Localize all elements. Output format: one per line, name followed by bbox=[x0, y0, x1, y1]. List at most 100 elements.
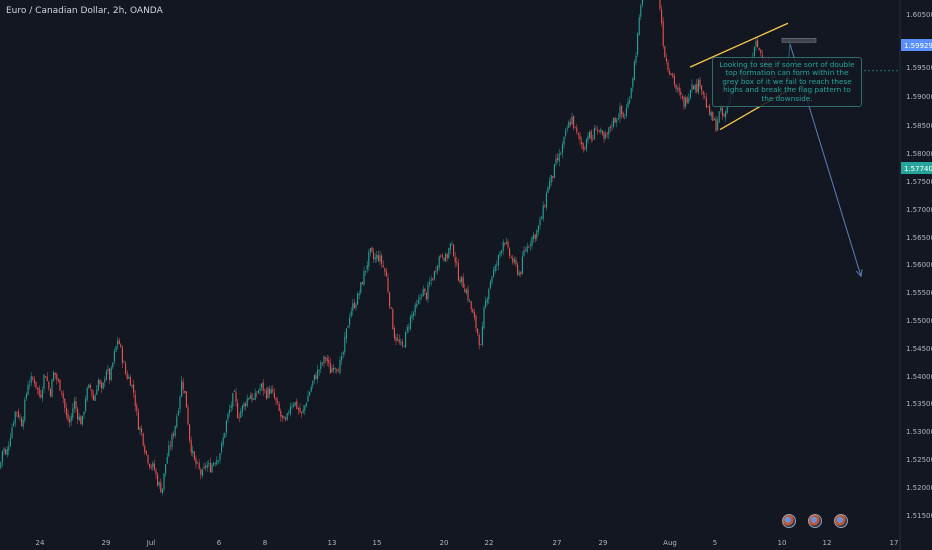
candle-body bbox=[293, 404, 295, 407]
candle-body bbox=[403, 346, 405, 347]
candle bbox=[149, 463, 151, 470]
candle-body bbox=[102, 382, 104, 389]
candle-body bbox=[632, 78, 634, 88]
candle-body bbox=[57, 379, 59, 382]
candle-body bbox=[5, 449, 7, 454]
candle-body bbox=[141, 428, 143, 433]
candle-body bbox=[680, 91, 682, 95]
candle-body bbox=[638, 17, 640, 35]
candle bbox=[131, 384, 133, 389]
candle-body bbox=[43, 374, 45, 389]
candles bbox=[0, 0, 776, 496]
candle-body bbox=[13, 422, 15, 426]
candle-body bbox=[437, 266, 439, 271]
candle-body bbox=[432, 278, 434, 281]
candle bbox=[723, 113, 725, 118]
candle bbox=[62, 390, 64, 404]
avatar-icon[interactable] bbox=[808, 514, 822, 528]
candle bbox=[125, 361, 127, 376]
candle bbox=[379, 250, 381, 266]
candle-body bbox=[592, 138, 594, 140]
candle-body bbox=[566, 128, 568, 130]
avatar-icon[interactable] bbox=[834, 514, 848, 528]
candle-body bbox=[131, 385, 133, 387]
candle-body bbox=[169, 445, 171, 447]
candle-body bbox=[673, 75, 675, 85]
candle bbox=[93, 390, 95, 401]
candle bbox=[366, 260, 368, 273]
price-tick-label: 1.55000 bbox=[906, 317, 932, 325]
candle bbox=[345, 328, 347, 344]
candle-body bbox=[512, 257, 514, 263]
candle bbox=[205, 463, 207, 472]
avatar-icon[interactable] bbox=[782, 514, 796, 528]
candle bbox=[45, 375, 47, 378]
price-axis[interactable]: 1.60500 1.59929 1.59500 1.59000 1.58500 1.580… bbox=[899, 0, 932, 550]
time-axis[interactable]: 24 29 Jul 6 8 13 15 20 22 27 29 Aug 5 10 12 17 bbox=[36, 539, 899, 547]
candle bbox=[517, 261, 519, 277]
candle bbox=[569, 118, 571, 127]
candle bbox=[315, 371, 317, 380]
candle bbox=[176, 413, 178, 429]
candle-body bbox=[598, 130, 600, 132]
candle bbox=[328, 355, 330, 368]
candle-body bbox=[669, 70, 671, 75]
candle bbox=[621, 105, 623, 119]
candle-body bbox=[477, 328, 479, 334]
candle-body bbox=[283, 416, 285, 419]
candle bbox=[405, 331, 407, 349]
candle-body bbox=[693, 85, 695, 89]
candle bbox=[120, 343, 122, 349]
candle-body bbox=[523, 250, 525, 256]
time-tick-label: 29 bbox=[599, 539, 608, 547]
candle-body bbox=[139, 427, 141, 431]
candle-body bbox=[352, 303, 354, 311]
candle-body bbox=[189, 424, 191, 441]
candle bbox=[635, 51, 637, 66]
candle-body bbox=[589, 131, 591, 138]
candle bbox=[241, 404, 243, 417]
candle bbox=[433, 270, 435, 281]
candle bbox=[465, 287, 467, 295]
candle bbox=[683, 96, 685, 110]
candle bbox=[702, 90, 704, 100]
candle bbox=[390, 306, 392, 310]
candle-body bbox=[145, 450, 147, 455]
candle-body bbox=[86, 388, 88, 400]
candle-body bbox=[56, 374, 58, 380]
candle-body bbox=[67, 413, 69, 421]
candle bbox=[483, 305, 485, 330]
candle bbox=[222, 433, 224, 448]
price-tick-label: 1.54000 bbox=[906, 373, 932, 381]
candle-body bbox=[265, 390, 267, 399]
candle bbox=[758, 47, 760, 51]
candle bbox=[520, 271, 522, 277]
candle bbox=[518, 270, 520, 277]
candle-body bbox=[502, 241, 504, 251]
candle bbox=[318, 369, 320, 376]
candle bbox=[229, 404, 231, 417]
candle-body bbox=[158, 482, 160, 486]
candle bbox=[358, 290, 360, 300]
candle bbox=[691, 79, 693, 94]
candle-body bbox=[328, 360, 330, 364]
candle-body bbox=[206, 464, 208, 468]
candle-body bbox=[517, 264, 519, 275]
candle bbox=[216, 456, 218, 466]
annotation-note[interactable]: Looking to see if some sort of double to… bbox=[712, 57, 862, 108]
candle-body bbox=[64, 398, 66, 408]
candle bbox=[491, 275, 493, 285]
candle-body bbox=[582, 143, 584, 150]
candle-body bbox=[304, 405, 306, 411]
candle-body bbox=[297, 408, 299, 410]
candle bbox=[286, 412, 288, 421]
candle bbox=[582, 142, 584, 153]
candle-body bbox=[473, 312, 475, 318]
candle bbox=[163, 473, 165, 492]
candle-body bbox=[531, 237, 533, 246]
candle bbox=[664, 45, 666, 58]
candle-body bbox=[24, 399, 26, 421]
candle-body bbox=[37, 387, 39, 390]
candle bbox=[91, 389, 93, 400]
